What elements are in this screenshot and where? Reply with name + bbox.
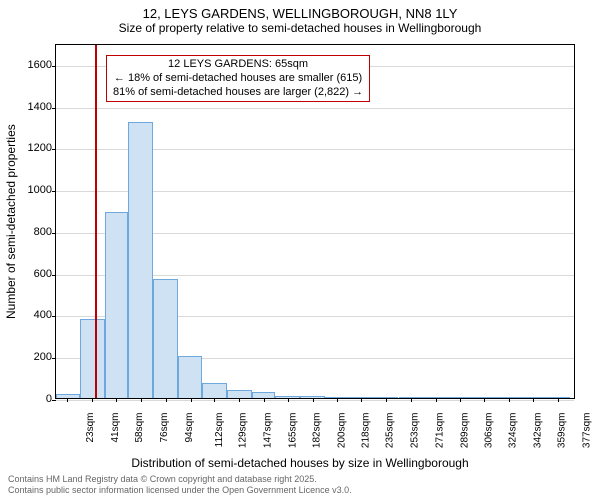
x-tick: [92, 398, 93, 402]
y-tick-label: 1200: [28, 142, 52, 154]
y-tick: [52, 149, 56, 150]
x-tick: [337, 398, 338, 402]
y-tick: [52, 191, 56, 192]
x-tick-label: 377sqm: [582, 413, 593, 449]
histogram-bar: [422, 397, 447, 398]
x-tick: [313, 398, 314, 402]
x-tick-label: 359sqm: [557, 413, 568, 449]
x-tick-label: 76sqm: [159, 413, 170, 443]
x-tick: [116, 398, 117, 402]
y-tick: [52, 233, 56, 234]
x-tick-label: 41sqm: [110, 413, 121, 443]
histogram-bar: [80, 319, 105, 398]
annotation-line1: 12 LEYS GARDENS: 65sqm: [113, 58, 363, 72]
x-tick: [533, 398, 534, 402]
x-tick-label: 94sqm: [184, 413, 195, 443]
x-tick: [191, 398, 192, 402]
x-tick-label: 147sqm: [263, 413, 274, 449]
histogram-bar: [153, 279, 178, 398]
histogram-bar: [202, 383, 227, 398]
x-tick-label: 342sqm: [533, 413, 544, 449]
x-tick-label: 235sqm: [385, 413, 396, 449]
footer-line1: Contains HM Land Registry data © Crown c…: [8, 474, 352, 485]
y-tick: [52, 108, 56, 109]
x-tick-label: 200sqm: [336, 413, 347, 449]
y-tick-label: 1600: [28, 59, 52, 71]
y-tick: [52, 400, 56, 401]
chart-title-line2: Size of property relative to semi-detach…: [0, 21, 600, 35]
histogram-bar: [105, 212, 129, 398]
histogram-bar: [178, 356, 202, 398]
annotation-line3: 81% of semi-detached houses are larger (…: [113, 86, 363, 100]
x-tick: [436, 398, 437, 402]
chart-container: 12, LEYS GARDENS, WELLINGBOROUGH, NN8 1L…: [0, 0, 600, 500]
x-tick-label: 271sqm: [435, 413, 446, 449]
y-tick: [52, 358, 56, 359]
x-tick: [558, 398, 559, 402]
chart-title-line1: 12, LEYS GARDENS, WELLINGBOROUGH, NN8 1L…: [0, 6, 600, 21]
x-tick-label: 324sqm: [508, 413, 519, 449]
y-tick-label: 1400: [28, 101, 52, 113]
x-tick-label: 289sqm: [460, 413, 471, 449]
y-tick: [52, 316, 56, 317]
gridline: [56, 400, 574, 401]
y-tick-label: 800: [34, 226, 52, 238]
x-tick: [141, 398, 142, 402]
y-tick-label: 200: [34, 351, 52, 363]
x-tick: [239, 398, 240, 402]
x-tick: [460, 398, 461, 402]
gridline: [56, 108, 574, 109]
chart-footer: Contains HM Land Registry data © Crown c…: [8, 474, 352, 496]
x-tick: [288, 398, 289, 402]
histogram-bar: [496, 397, 521, 398]
x-tick: [264, 398, 265, 402]
x-tick: [411, 398, 412, 402]
x-tick-label: 182sqm: [311, 413, 322, 449]
x-tick: [166, 398, 167, 402]
x-tick: [214, 398, 215, 402]
y-tick-label: 400: [34, 309, 52, 321]
y-tick: [52, 66, 56, 67]
y-tick-label: 1000: [28, 184, 52, 196]
x-tick: [67, 398, 68, 402]
x-tick: [386, 398, 387, 402]
x-tick: [509, 398, 510, 402]
y-tick: [52, 275, 56, 276]
annotation-line2: ← 18% of semi-detached houses are smalle…: [113, 72, 363, 86]
y-axis-title: Number of semi-detached properties: [4, 124, 18, 319]
x-tick-label: 112sqm: [213, 413, 224, 448]
x-tick-label: 23sqm: [85, 413, 96, 443]
x-tick-label: 306sqm: [483, 413, 494, 449]
y-tick-label: 600: [34, 268, 52, 280]
x-tick: [361, 398, 362, 402]
histogram-bar: [128, 122, 153, 398]
property-marker-line: [95, 45, 97, 398]
annotation-box: 12 LEYS GARDENS: 65sqm← 18% of semi-deta…: [106, 55, 370, 102]
x-axis-title: Distribution of semi-detached houses by …: [0, 456, 600, 470]
x-tick: [484, 398, 485, 402]
y-tick-label: 0: [46, 393, 52, 405]
footer-line2: Contains public sector information licen…: [8, 485, 352, 496]
x-tick-label: 58sqm: [134, 413, 145, 443]
histogram-bar: [227, 390, 252, 398]
chart-titles: 12, LEYS GARDENS, WELLINGBOROUGH, NN8 1L…: [0, 6, 600, 35]
x-tick-label: 165sqm: [288, 413, 299, 449]
x-tick-label: 129sqm: [238, 413, 249, 449]
x-tick-label: 218sqm: [361, 413, 372, 449]
plot-area: 12 LEYS GARDENS: 65sqm← 18% of semi-deta…: [55, 44, 575, 399]
x-tick-label: 253sqm: [410, 413, 421, 449]
